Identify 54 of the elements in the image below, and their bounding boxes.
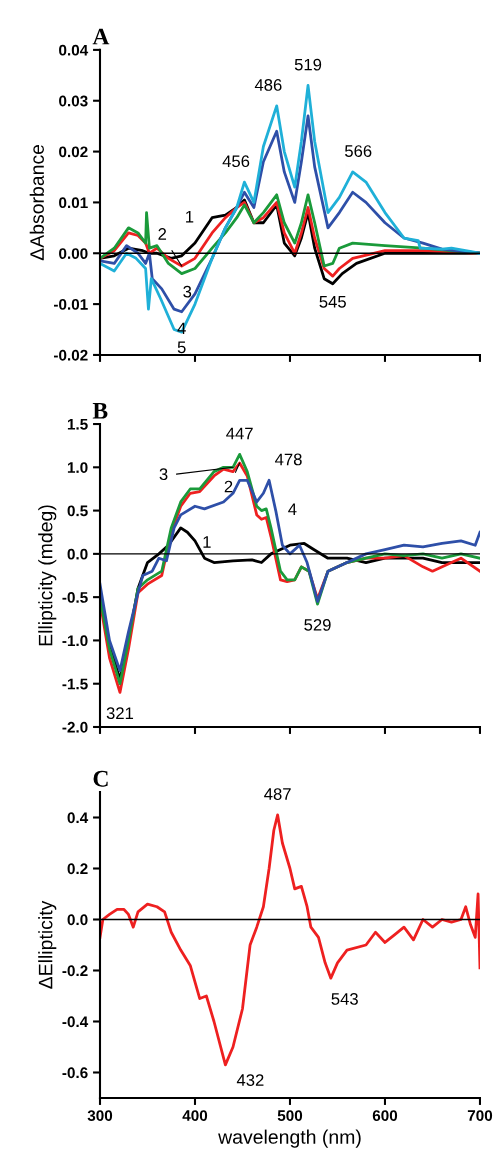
y-axis-title: Ellipticity (mdeg) xyxy=(38,505,57,646)
annotation: 456 xyxy=(222,155,250,168)
y-tick-label: 0.01 xyxy=(59,197,88,209)
annotation: 5 xyxy=(177,341,186,354)
annotation: 1 xyxy=(186,210,194,223)
annotation: 432 xyxy=(236,1074,264,1086)
annotation: 321 xyxy=(106,707,134,720)
annotation: 3 xyxy=(183,285,192,298)
y-tick-label: 0.5 xyxy=(67,505,88,517)
y-tick-label: 0.4 xyxy=(67,812,89,824)
y-tick-label: 0.0 xyxy=(67,548,88,560)
annotation: 519 xyxy=(294,58,322,71)
annotation: 447 xyxy=(226,427,253,440)
annotation: 529 xyxy=(304,618,331,631)
x-tick-label: 400 xyxy=(182,1110,208,1122)
x-tick-label: 600 xyxy=(372,1110,398,1122)
y-tick-label: -1.0 xyxy=(62,635,88,647)
chart-title: A xyxy=(92,28,110,45)
y-tick-label: 1.0 xyxy=(67,462,88,473)
annotation: 4 xyxy=(288,503,297,515)
y-tick-label: -0.6 xyxy=(62,1067,88,1079)
y-tick-label: -0.5 xyxy=(62,592,88,603)
y-tick-label: -0.01 xyxy=(53,298,88,310)
annotation: 3 xyxy=(159,468,168,481)
annotation: 566 xyxy=(345,145,372,157)
annotation: 478 xyxy=(275,453,302,466)
annotation: 486 xyxy=(254,79,282,91)
chart-title: C xyxy=(93,770,108,787)
annotation: 545 xyxy=(319,296,346,308)
y-tick-label: 1.5 xyxy=(67,419,88,430)
y-tick-label: -0.4 xyxy=(62,1016,89,1028)
y-tick-label: 0.03 xyxy=(59,95,88,107)
annotation: 2 xyxy=(158,228,167,240)
annotation: 4 xyxy=(177,322,186,335)
y-axis-title: ΔEllipticity xyxy=(38,900,57,989)
y-tick-label: 0.0 xyxy=(67,914,88,926)
y-tick-label: -1.5 xyxy=(62,678,88,690)
y-tick-label: -0.2 xyxy=(62,965,88,977)
chart-title: B xyxy=(92,403,108,419)
annotation: 1 xyxy=(203,536,211,548)
annotation: 2 xyxy=(224,480,233,493)
annotation: 487 xyxy=(264,788,291,800)
y-tick-label: -2.0 xyxy=(62,721,88,733)
y-tick-label: 0.04 xyxy=(59,44,89,56)
y-tick-label: 0.00 xyxy=(59,248,88,259)
x-axis-title: wavelength (nm) xyxy=(218,1129,361,1148)
annotation: 543 xyxy=(331,993,358,1005)
x-tick-label: 500 xyxy=(277,1110,303,1122)
x-tick-label: 300 xyxy=(87,1110,113,1122)
y-tick-label: -0.02 xyxy=(53,349,88,361)
x-tick-label: 700 xyxy=(467,1110,493,1122)
y-tick-label: 0.2 xyxy=(67,863,88,875)
y-axis-title: ΔAbsorbance xyxy=(29,144,44,261)
y-tick-label: 0.02 xyxy=(59,146,88,158)
